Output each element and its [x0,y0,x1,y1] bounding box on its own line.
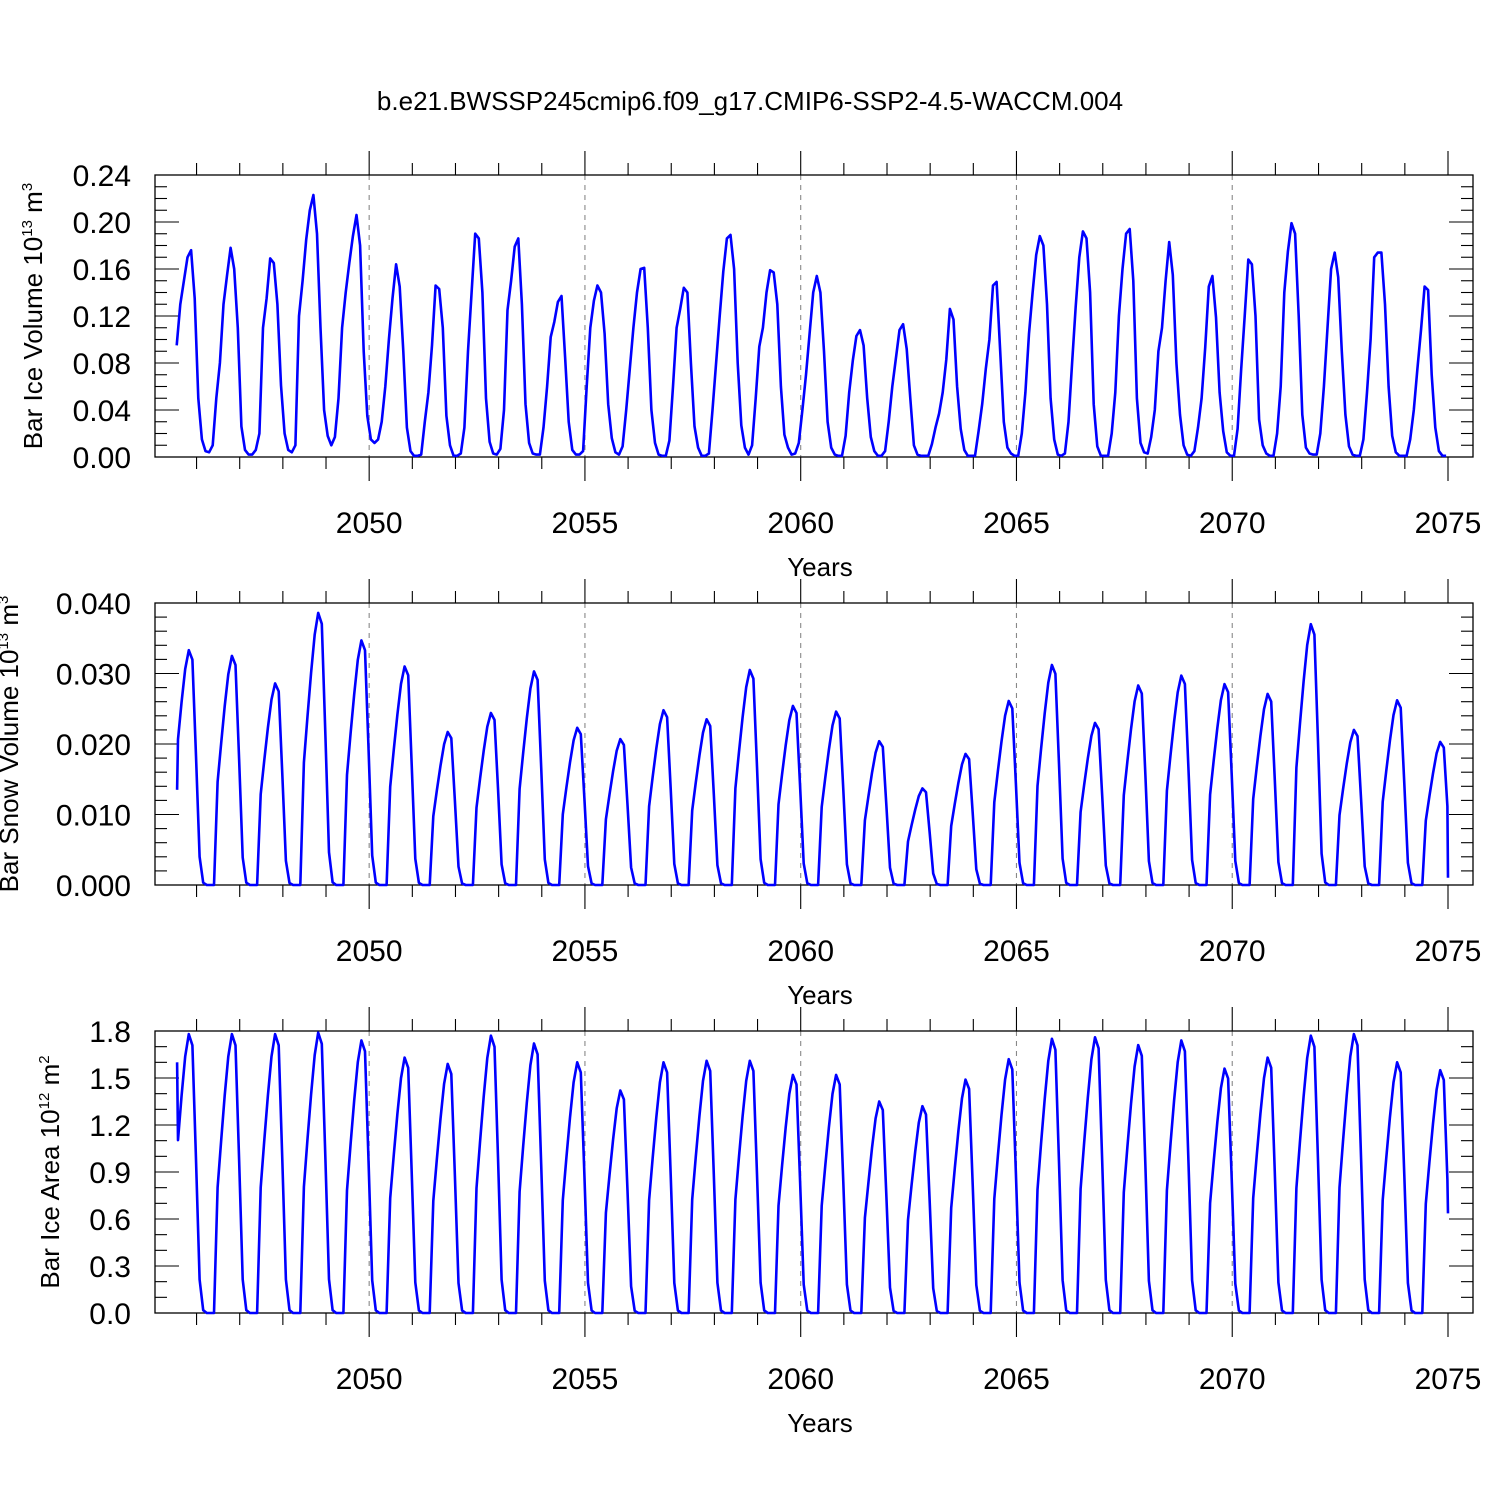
x-tick-label: 2070 [1199,935,1266,968]
y-tick-label: 0.030 [56,659,131,692]
y-axis-title: Bar Ice Area 1012 m2 [35,1055,65,1288]
x-axis-title: Years [787,1408,853,1438]
y-tick-label: 0.00 [73,442,131,475]
x-tick-label: 2075 [1415,1363,1482,1396]
series-line-bar-ice-volume [175,193,1447,458]
x-tick-label: 2075 [1415,507,1482,540]
x-tick-label: 2065 [983,935,1050,968]
x-tick-label: 2050 [336,1363,403,1396]
y-tick-label: 0.0 [89,1298,131,1331]
plot-frame [154,602,1474,886]
y-tick-label: 0.12 [73,301,131,334]
panel-1: 0.00 0.04 0.08 0.12 0.16 0.20 0.24 2050 2055 2060… [18,151,1481,582]
series-line-bar-snow-volume [175,611,1450,887]
y-tick-label: 0.010 [56,800,131,833]
y-tick-label: 0.20 [73,207,131,240]
x-tick-label: 2060 [767,507,834,540]
y-tick-label: 1.2 [89,1110,131,1143]
panel-2: 0.000 0.010 0.020 0.030 0.040 2050 2055 2060 206… [0,579,1481,1010]
y-tick-label: 0.24 [73,160,131,193]
x-tick-label: 2075 [1415,935,1482,968]
x-tick-label: 2065 [983,1363,1050,1396]
x-tick-label: 2055 [552,935,619,968]
x-tick-label: 2060 [767,1363,834,1396]
x-tick-label: 2050 [336,507,403,540]
y-tick-label: 0.9 [89,1157,131,1190]
y-tick-label: 0.020 [56,729,131,762]
panels: 0.00 0.04 0.08 0.12 0.16 0.20 0.24 2050 2055 2060… [0,151,1481,1438]
x-tick-label: 2065 [983,507,1050,540]
y-axis-title: Bar Ice Volume 1013 m3 [18,183,48,449]
x-tick-label: 2055 [552,507,619,540]
y-tick-label: 0.3 [89,1251,131,1284]
x-tick-label: 2070 [1199,507,1266,540]
x-tick-label: 2055 [552,1363,619,1396]
x-axis-title: Years [787,552,853,582]
x-tick-label: 2060 [767,935,834,968]
y-tick-label: 0.000 [56,870,131,903]
y-tick-label: 1.5 [89,1063,131,1096]
y-tick-label: 0.6 [89,1204,131,1237]
y-tick-label: 0.040 [56,588,131,621]
y-tick-label: 0.08 [73,348,131,381]
plot-frame [154,174,1474,458]
y-tick-label: 1.8 [89,1016,131,1049]
series-line-bar-ice-area [175,1031,1450,1315]
y-axis-title: Bar Snow Volume 1013 m3 [0,596,24,893]
panel-3: 0.0 0.3 0.6 0.9 1.2 1.5 1.8 2050 2055 2060 2065 207… [35,1007,1481,1438]
x-axis-title: Years [787,980,853,1010]
x-tick-label: 2070 [1199,1363,1266,1396]
figure-title: b.e21.BWSSP245cmip6.f09_g17.CMIP6-SSP2-4… [377,86,1123,116]
y-tick-label: 0.04 [73,395,131,428]
y-tick-label: 0.16 [73,254,131,287]
x-tick-label: 2050 [336,935,403,968]
